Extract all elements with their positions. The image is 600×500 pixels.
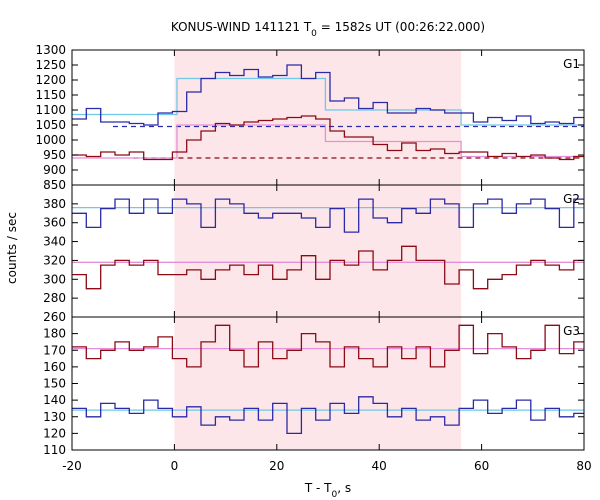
y-tick-label: 180: [43, 327, 66, 341]
y-tick-label: 1200: [35, 73, 66, 87]
panel-plot-content: [72, 64, 584, 161]
panel-plot-content: [72, 324, 584, 435]
chart-title-main: KONUS-WIND 141121 T: [171, 20, 312, 34]
panel-g2: 260 280 300 320 340 360 380 G2: [43, 184, 585, 324]
data-series-red: [72, 324, 584, 368]
x-tick-label: 40: [372, 459, 387, 473]
y-tick-label: 160: [43, 360, 66, 374]
y-tick-label: 300: [43, 272, 66, 286]
y-tick-label: 150: [43, 377, 66, 391]
x-axis-label-sub: 0: [332, 490, 338, 500]
panel-label: G2: [563, 192, 580, 206]
fit-line-cyan: [72, 77, 584, 126]
y-tick-label: 850: [43, 178, 66, 192]
y-tick-label: 130: [43, 410, 66, 424]
y-tick-label: 1050: [35, 118, 66, 132]
y-tick-label: 1100: [35, 103, 66, 117]
y-tick-label: 1250: [35, 58, 66, 72]
y-tick-label: 260: [43, 310, 66, 324]
chart-title: KONUS-WIND 141121 T0 = 1582s UT (00:26:2…: [171, 20, 485, 39]
panel-label: G1: [563, 57, 580, 71]
y-tick-label: 320: [43, 253, 66, 267]
y-tick-label: 280: [43, 291, 66, 305]
x-tick-label: 0: [171, 459, 179, 473]
y-tick-label: 1300: [35, 43, 66, 57]
x-axis-label-rest: , s: [337, 481, 351, 495]
x-axis-label-main: T - T: [304, 481, 332, 495]
panel-label: G3: [563, 324, 580, 338]
data-series-blue: [72, 64, 584, 126]
y-tick-label: 340: [43, 235, 66, 249]
data-series-blue: [72, 198, 584, 233]
y-tick-label: 170: [43, 343, 66, 357]
panel-plot-content: [72, 198, 584, 290]
y-tick-label: 120: [43, 426, 66, 440]
x-tick-label: -20: [62, 459, 82, 473]
y-axis-label: counts / sec: [5, 212, 19, 284]
y-tick-label: 360: [43, 216, 66, 230]
data-series-red: [72, 245, 584, 290]
x-tick-label: 80: [576, 459, 591, 473]
panel-g3: 110 120 130 140 150 160 170 180 G3: [43, 316, 585, 457]
y-tick-label: 1150: [35, 88, 66, 102]
data-series-red: [72, 115, 584, 161]
x-tick-label: 20: [269, 459, 284, 473]
x-axis-label: T - T0, s: [304, 481, 351, 500]
x-tick-label: 60: [474, 459, 489, 473]
y-tick-label: 950: [43, 148, 66, 162]
y-tick-label: 110: [43, 443, 66, 457]
plot-area: 8509009501000105011001150120012501300G12…: [35, 43, 591, 473]
y-tick-label: 140: [43, 393, 66, 407]
y-tick-label: 380: [43, 197, 66, 211]
y-tick-label: 1000: [35, 133, 66, 147]
burst-interval-band: [174, 50, 462, 450]
y-tick-label: 900: [43, 163, 66, 177]
chart-title-rest: = 1582s UT (00:26:22.000): [317, 20, 485, 34]
data-series-blue: [72, 396, 584, 435]
chart-title-sub: 0: [311, 29, 317, 39]
